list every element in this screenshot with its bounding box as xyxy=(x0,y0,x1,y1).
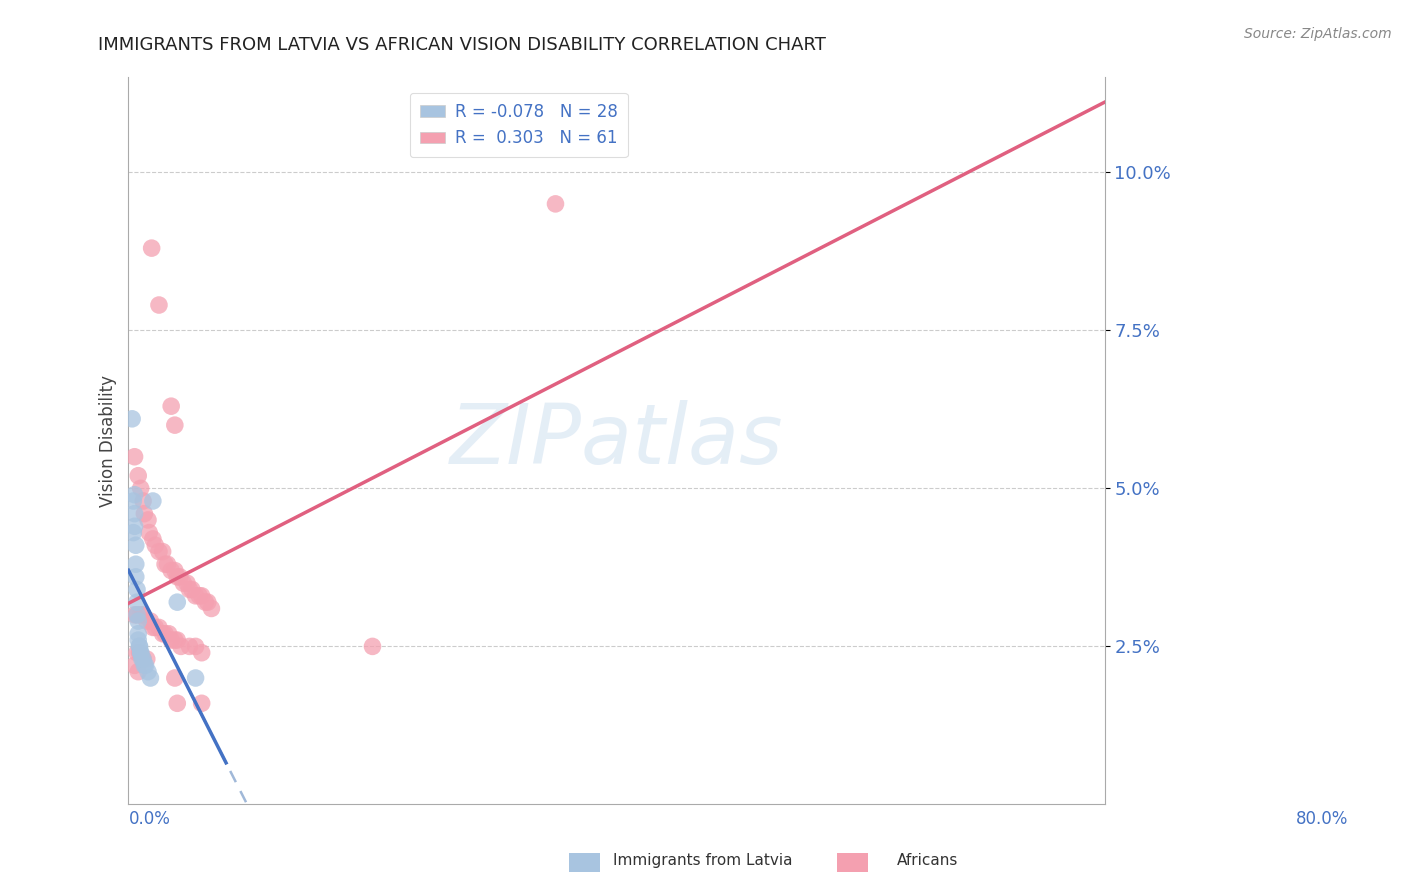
Point xyxy=(142,532,165,546)
Point xyxy=(160,564,183,578)
Point xyxy=(163,671,186,685)
Point xyxy=(166,696,188,710)
Point xyxy=(127,633,149,648)
Point xyxy=(124,607,146,622)
Point xyxy=(127,626,149,640)
Point xyxy=(142,620,165,634)
Point xyxy=(148,620,170,634)
Point xyxy=(129,607,152,622)
Point xyxy=(134,507,156,521)
Point xyxy=(153,558,176,572)
Point xyxy=(125,595,148,609)
Point xyxy=(124,488,146,502)
Point xyxy=(129,646,152,660)
Text: 0.0%: 0.0% xyxy=(128,810,170,829)
Point xyxy=(160,399,183,413)
Point xyxy=(132,652,155,666)
Point xyxy=(124,658,146,673)
Point xyxy=(188,589,211,603)
Point xyxy=(125,607,148,622)
Point xyxy=(134,658,156,673)
Point xyxy=(184,589,207,603)
Point xyxy=(141,241,163,255)
Text: ZIPatlas: ZIPatlas xyxy=(450,401,783,482)
Text: Source: ZipAtlas.com: Source: ZipAtlas.com xyxy=(1244,27,1392,41)
Point xyxy=(138,525,160,540)
Point xyxy=(125,570,148,584)
Point xyxy=(160,633,183,648)
Point xyxy=(190,589,212,603)
Point xyxy=(125,646,148,660)
Text: IMMIGRANTS FROM LATVIA VS AFRICAN VISION DISABILITY CORRELATION CHART: IMMIGRANTS FROM LATVIA VS AFRICAN VISION… xyxy=(98,36,827,54)
Point xyxy=(200,601,222,615)
Point xyxy=(190,646,212,660)
Point xyxy=(163,633,186,648)
Point xyxy=(122,494,145,508)
Point xyxy=(153,626,176,640)
Point xyxy=(184,640,207,654)
Point xyxy=(184,671,207,685)
Point xyxy=(170,640,193,654)
Point xyxy=(139,614,162,628)
Point xyxy=(136,513,159,527)
Point xyxy=(132,652,155,666)
Point xyxy=(166,595,188,609)
Point xyxy=(136,665,159,679)
Point xyxy=(180,582,202,597)
Point xyxy=(135,658,157,673)
Point xyxy=(194,595,217,609)
Point xyxy=(142,494,165,508)
Point xyxy=(156,558,179,572)
Point xyxy=(143,620,166,634)
Point xyxy=(544,197,567,211)
Point xyxy=(128,640,150,654)
Point xyxy=(157,626,180,640)
Point xyxy=(124,450,146,464)
Point xyxy=(190,696,212,710)
Point xyxy=(152,544,174,558)
Point xyxy=(361,640,384,654)
Text: Immigrants from Latvia: Immigrants from Latvia xyxy=(613,854,793,868)
Point xyxy=(166,570,188,584)
Point xyxy=(125,538,148,552)
Point xyxy=(124,507,146,521)
Point xyxy=(132,607,155,622)
Text: 80.0%: 80.0% xyxy=(1296,810,1348,829)
Point xyxy=(129,646,152,660)
Point xyxy=(152,626,174,640)
Point xyxy=(127,665,149,679)
Point xyxy=(176,576,198,591)
Point xyxy=(139,671,162,685)
Point xyxy=(143,538,166,552)
Point xyxy=(166,633,188,648)
Point xyxy=(135,614,157,628)
Point xyxy=(179,582,201,597)
Point xyxy=(125,607,148,622)
Point xyxy=(169,570,191,584)
Point xyxy=(135,652,157,666)
Point xyxy=(179,640,201,654)
Point xyxy=(125,582,148,597)
Point xyxy=(172,576,194,591)
Y-axis label: Vision Disability: Vision Disability xyxy=(100,375,117,507)
Point xyxy=(131,652,153,666)
Point xyxy=(128,640,150,654)
Point xyxy=(121,412,143,426)
Point xyxy=(128,646,150,660)
Point xyxy=(148,544,170,558)
Point xyxy=(163,418,186,433)
Legend: R = -0.078   N = 28, R =  0.303   N = 61: R = -0.078 N = 28, R = 0.303 N = 61 xyxy=(411,93,628,157)
Point xyxy=(127,614,149,628)
Point xyxy=(197,595,219,609)
Point xyxy=(124,519,146,533)
Point xyxy=(163,564,186,578)
Point xyxy=(127,468,149,483)
Point xyxy=(122,525,145,540)
Point xyxy=(132,494,155,508)
Point xyxy=(148,298,170,312)
Point xyxy=(129,481,152,495)
Text: Africans: Africans xyxy=(897,854,959,868)
Point xyxy=(125,558,148,572)
